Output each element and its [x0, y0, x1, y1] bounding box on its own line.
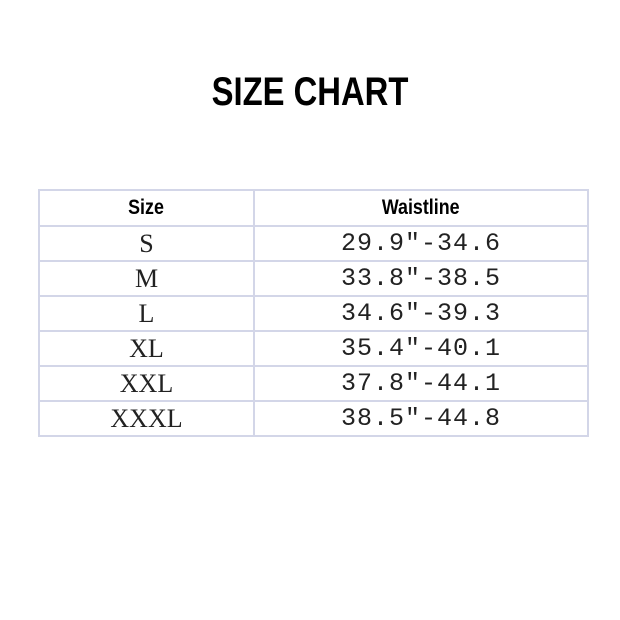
waistline-cell: 33.8″-38.5	[253, 260, 589, 297]
page-title: SIZE CHART	[211, 70, 409, 114]
size-chart-table: Size Waistline S 29.9″-34.6 M 33.8″-38.5 L…	[38, 189, 589, 437]
size-cell: XL	[38, 330, 255, 367]
header-waistline-label: Waistline	[382, 196, 460, 219]
size-cell: S	[38, 225, 255, 262]
table-row: XXL 37.8″-44.1	[38, 365, 589, 402]
waistline-cell: 38.5″-44.8	[253, 400, 589, 437]
waistline-cell: 37.8″-44.1	[253, 365, 589, 402]
waistline-cell: 34.6″-39.3	[253, 295, 589, 332]
table-header-row: Size Waistline	[38, 189, 589, 227]
size-cell: XXL	[38, 365, 255, 402]
size-cell: XXXL	[38, 400, 255, 437]
table-row: L 34.6″-39.3	[38, 295, 589, 332]
size-cell: L	[38, 295, 255, 332]
header-size-label: Size	[128, 196, 165, 219]
waistline-cell: 35.4″-40.1	[253, 330, 589, 367]
table-row: XXXL 38.5″-44.8	[38, 400, 589, 437]
table-row: S 29.9″-34.6	[38, 225, 589, 262]
header-waistline: Waistline	[253, 189, 589, 227]
size-cell: M	[38, 260, 255, 297]
waistline-cell: 29.9″-34.6	[253, 225, 589, 262]
table-row: XL 35.4″-40.1	[38, 330, 589, 367]
table-row: M 33.8″-38.5	[38, 260, 589, 297]
header-size: Size	[38, 189, 255, 227]
